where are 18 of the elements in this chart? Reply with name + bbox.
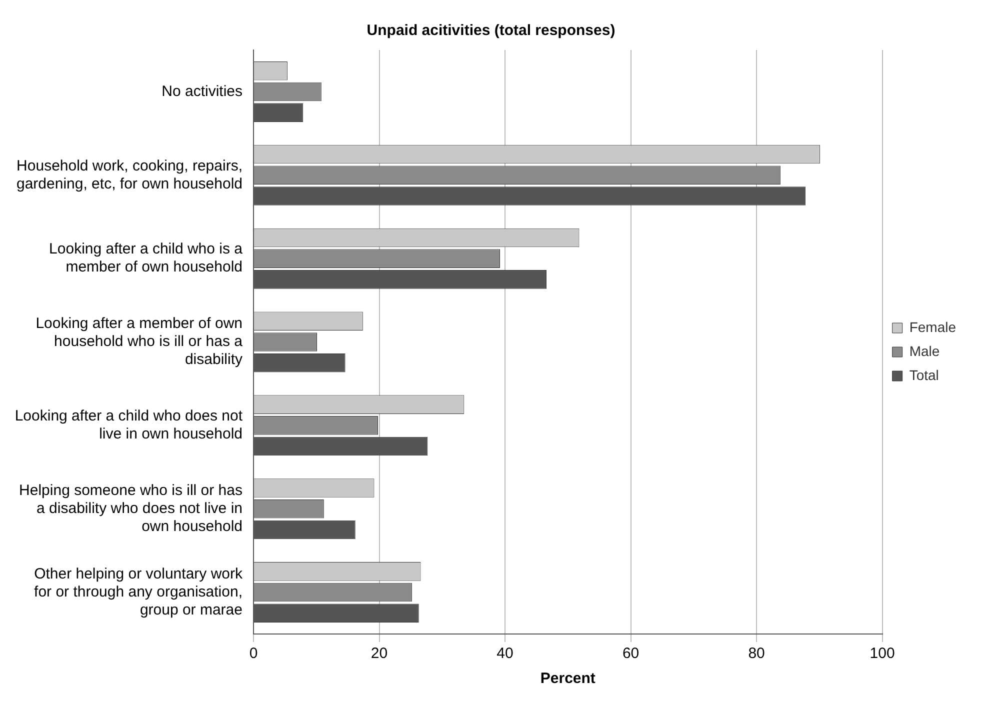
y-tick-label: Household work, cooking, repairs, gardening, etc, for own household (16, 157, 242, 192)
y-tick-label: Helping someone who is ill or has a disability who does not live in own household (19, 482, 242, 535)
legend-label: Male (909, 342, 940, 359)
x-tick-label: 80 (748, 645, 765, 662)
x-tick-label: 0 (249, 645, 258, 662)
y-tick-label: Other helping or voluntary work for or through any organisation, group or marae (34, 565, 243, 618)
x-tick-label: 100 (870, 645, 895, 662)
x-axis-title: Percent (540, 670, 596, 688)
y-tick-label: Looking after a member of own household who is ill or has a disability (36, 315, 244, 368)
x-tick-label: 20 (370, 645, 388, 662)
y-tick-label: Looking after a child who is a member of own household (49, 240, 244, 276)
x-tick-label: 60 (622, 645, 640, 662)
legend-label: Female (909, 318, 956, 335)
y-tick-label: Looking after a child who does not live in own household (14, 408, 244, 443)
y-tick-label: No activities (162, 82, 242, 100)
chart-title: Unpaid acitivities (total responses) (366, 22, 616, 40)
legend-label: Total (909, 366, 939, 383)
x-tick-label: 40 (496, 645, 514, 662)
